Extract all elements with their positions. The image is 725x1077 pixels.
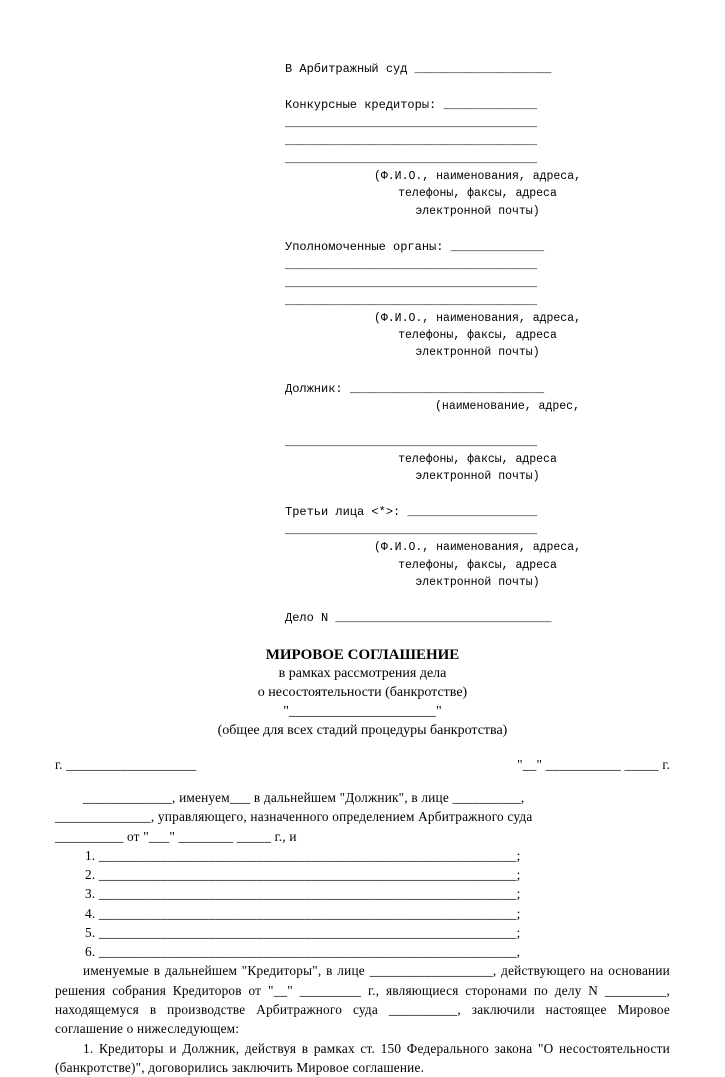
blank-line: ___________________________________ (285, 256, 670, 274)
list-item-5: 5. _____________________________________… (85, 923, 670, 942)
enumerated-list: 1. _____________________________________… (85, 846, 670, 962)
city-date-row: г. ___________________ "__" ___________ … (55, 755, 670, 774)
authorities-label: Уполномоченные органы: (285, 240, 443, 254)
title-main: МИРОВОЕ СОГЛАШЕНИЕ (55, 645, 670, 665)
city-blank: ___________________ (66, 757, 196, 772)
hint-email: электронной почты) (285, 468, 670, 485)
body-block: г. ___________________ "__" ___________ … (55, 755, 670, 1077)
quote-blank: _____________________ (289, 704, 436, 719)
hint-contacts: телефоны, факсы, адреса (285, 185, 670, 202)
blank-line: ___________________________________ (285, 132, 670, 150)
hint-fio: (Ф.И.О., наименования, адреса, (285, 310, 670, 327)
case-blank: ______________________________ (335, 611, 551, 625)
third-blank: __________________ (407, 505, 537, 519)
city-prefix: г. (55, 757, 63, 772)
court-blank: ___________________ (415, 62, 552, 76)
creditors-line: Конкурсные кредиторы: _____________ (285, 96, 670, 114)
authorities-line: Уполномоченные органы: _____________ (285, 238, 670, 256)
list-item-1: 1. _____________________________________… (85, 846, 670, 865)
title-sub2: о несостоятельности (банкротстве) (55, 684, 670, 703)
authorities-blank: _____________ (451, 240, 545, 254)
debtor-line: Должник: ___________________________ (285, 380, 670, 398)
title-sub3: (общее для всех стадий процедуры банкрот… (55, 722, 670, 741)
list-item-6: 6. _____________________________________… (85, 942, 670, 961)
title-quoted-blank: "_____________________" (55, 703, 670, 722)
title-sub1: в рамках рассмотрения дела (55, 665, 670, 684)
list-item-4: 4. _____________________________________… (85, 904, 670, 923)
header-block: В Арбитражный суд ___________________ Ко… (285, 60, 670, 627)
blank-line: ___________________________________ (285, 274, 670, 292)
blank-line: ___________________________________ (285, 292, 670, 310)
blank-line: ___________________________________ (285, 433, 670, 451)
creditors-label: Конкурсные кредиторы: (285, 98, 436, 112)
para1-line3: __________ от "___" ________ _____ г., и (55, 827, 670, 846)
date-suffix: г. (662, 757, 670, 772)
case-line: Дело N ______________________________ (285, 609, 670, 627)
q2: " (536, 757, 542, 772)
para1-line1: _____________, именуем___ в дальнейшем "… (55, 788, 670, 807)
hint-contacts: телефоны, факсы, адреса (285, 557, 670, 574)
debtor-label: Должник: (285, 382, 343, 396)
quote-close: " (436, 704, 442, 719)
blank-line: ___________________________________ (285, 521, 670, 539)
list-item-2: 2. _____________________________________… (85, 865, 670, 884)
para1-line2: ______________, управляющего, назначенно… (55, 807, 670, 826)
dd: __ (523, 757, 537, 772)
list-item-3: 3. _____________________________________… (85, 884, 670, 903)
court-label: В Арбитражный суд (285, 62, 407, 76)
city-part: г. ___________________ (55, 755, 196, 774)
hint-email: электронной почты) (285, 344, 670, 361)
court-line: В Арбитражный суд ___________________ (285, 60, 670, 78)
hint-name-addr: (наименование, адрес, (285, 398, 670, 415)
mm: ___________ (546, 757, 621, 772)
debtor-blank: ___________________________ (350, 382, 544, 396)
hint-contacts: телефоны, факсы, адреса (285, 451, 670, 468)
blank-line: ___________________________________ (285, 150, 670, 168)
yy: _____ (625, 757, 659, 772)
date-part: "__" ___________ _____ г. (517, 755, 670, 774)
blank-line: ___________________________________ (285, 114, 670, 132)
hint-contacts: телефоны, факсы, адреса (285, 327, 670, 344)
creditors-blank: _____________ (443, 98, 537, 112)
case-label: Дело N (285, 611, 328, 625)
para2: именуемые в дальнейшем "Кредиторы", в ли… (55, 961, 670, 1038)
hint-fio: (Ф.И.О., наименования, адреса, (285, 539, 670, 556)
para3: 1. Кредиторы и Должник, действуя в рамка… (55, 1039, 670, 1077)
third-label: Третьи лица <*>: (285, 505, 400, 519)
hint-email: электронной почты) (285, 203, 670, 220)
hint-email: электронной почты) (285, 574, 670, 591)
third-line: Третьи лица <*>: __________________ (285, 503, 670, 521)
hint-fio: (Ф.И.О., наименования, адреса, (285, 168, 670, 185)
title-block: МИРОВОЕ СОГЛАШЕНИЕ в рамках рассмотрения… (55, 645, 670, 741)
